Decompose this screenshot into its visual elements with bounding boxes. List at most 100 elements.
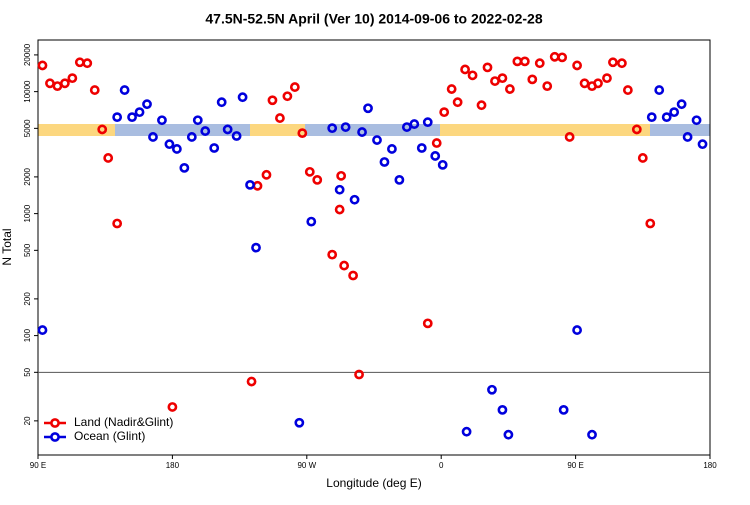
point [89,85,100,95]
point [282,91,293,102]
y-tick-label: 2000 [23,167,32,185]
point [387,144,397,154]
point [339,260,350,271]
band-ocean [305,124,440,136]
y-tick-label: 10000 [23,80,32,103]
point [67,73,78,84]
point [669,107,680,118]
point [297,128,308,139]
point [251,242,261,253]
point [275,113,285,123]
point [394,174,405,185]
point [289,82,300,92]
point [245,179,255,190]
point [431,138,442,148]
band-ocean [650,124,710,136]
point [379,157,390,167]
point [503,429,514,440]
point [148,132,158,142]
point [82,58,93,69]
point [497,404,508,415]
point [452,97,463,108]
point [676,99,687,110]
plot-frame [37,39,711,456]
point [127,112,137,123]
point [476,100,487,111]
point [74,57,85,68]
x-tick-label: 180 [703,461,717,470]
point [112,112,123,123]
point [654,85,665,95]
chart-title: 47.5N-52.5N April (Ver 10) 2014-09-06 to… [205,11,542,27]
point [306,216,317,227]
point [363,103,373,114]
point [572,325,582,335]
point [558,404,569,415]
point [542,81,553,92]
point [37,325,48,335]
point [497,73,508,84]
point [682,132,693,142]
point [691,115,702,126]
point [37,60,48,71]
point [312,174,323,185]
point [512,56,523,67]
point [252,180,263,191]
y-tick-label: 20 [23,416,32,425]
point [209,143,220,153]
legend-marker [50,418,60,428]
point [482,62,493,73]
point [304,166,315,177]
point [645,218,656,229]
point [349,194,360,205]
point [192,115,203,126]
legend-marker [50,432,60,442]
point [519,56,530,67]
point [231,131,242,141]
point [171,144,182,154]
point [593,78,603,89]
y-tick-label: 200 [23,292,32,306]
point [261,169,272,180]
point [557,52,568,63]
point [327,123,338,134]
point [340,122,351,132]
point [334,204,345,215]
point [354,369,364,380]
point [422,318,433,329]
x-axis-label: Longitude (deg E) [326,476,421,490]
point [222,124,233,135]
point [134,107,145,118]
band-ocean [115,124,250,136]
point [142,99,152,110]
point [637,153,648,163]
y-tick-label: 1000 [23,204,32,222]
point [267,95,278,106]
point [460,64,470,75]
y-tick-label: 5000 [23,119,32,137]
point [237,92,248,103]
point [527,74,538,85]
point [439,107,450,118]
point [334,184,345,195]
x-tick-label: 90 E [567,461,583,470]
point [119,85,130,95]
point [52,81,63,92]
x-tick-label: 90 E [30,461,46,470]
point [167,402,178,412]
point [602,73,612,84]
point [186,132,197,142]
point [59,78,70,89]
point [179,163,190,173]
point [437,159,448,170]
point [45,78,55,89]
point [446,84,457,94]
point [697,139,708,150]
point [348,270,358,281]
point [616,58,627,69]
point [534,58,545,69]
y-tick-label: 50 [23,367,32,376]
point [97,124,108,135]
point [336,170,347,181]
